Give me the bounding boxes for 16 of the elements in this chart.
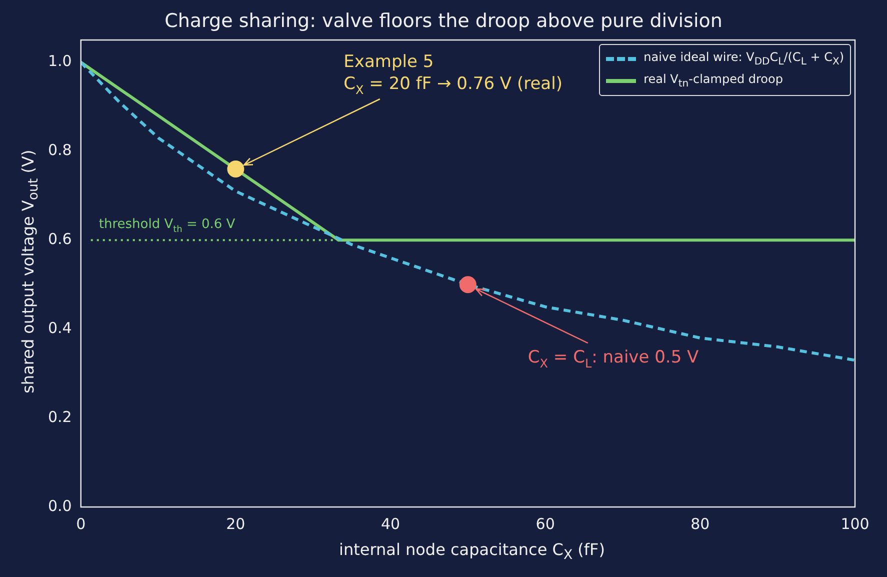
legend-label: real V$_{tn}$-clamped droop — [644, 72, 783, 90]
y-tick-label: 1.0 — [48, 52, 72, 70]
text: naive ideal wire: V$_{DD}$C$_{L}$/(C$_{L}$ + C$_{X}$) — [644, 50, 844, 68]
y-tick-label: 0.0 — [48, 496, 72, 515]
x-tick-label: 40 — [380, 514, 400, 533]
x-tick-label: 60 — [536, 514, 555, 533]
x-tick-label: 0 — [76, 514, 86, 533]
y-tick-label: 0.8 — [48, 141, 72, 160]
chart-title: Charge sharing: valve floors the droop above pure division — [164, 10, 724, 32]
y-tick-label: 0.4 — [48, 318, 72, 337]
x-tick-label: 80 — [690, 514, 710, 533]
y-tick-label: 0.6 — [48, 230, 72, 248]
x-axis-title: internal node capacitance C$_{X}$ (fF) — [338, 540, 606, 564]
x-tick-label: 20 — [226, 514, 246, 533]
x-tick-label: 100 — [840, 514, 870, 533]
y-tick-label: 0.2 — [48, 408, 72, 426]
